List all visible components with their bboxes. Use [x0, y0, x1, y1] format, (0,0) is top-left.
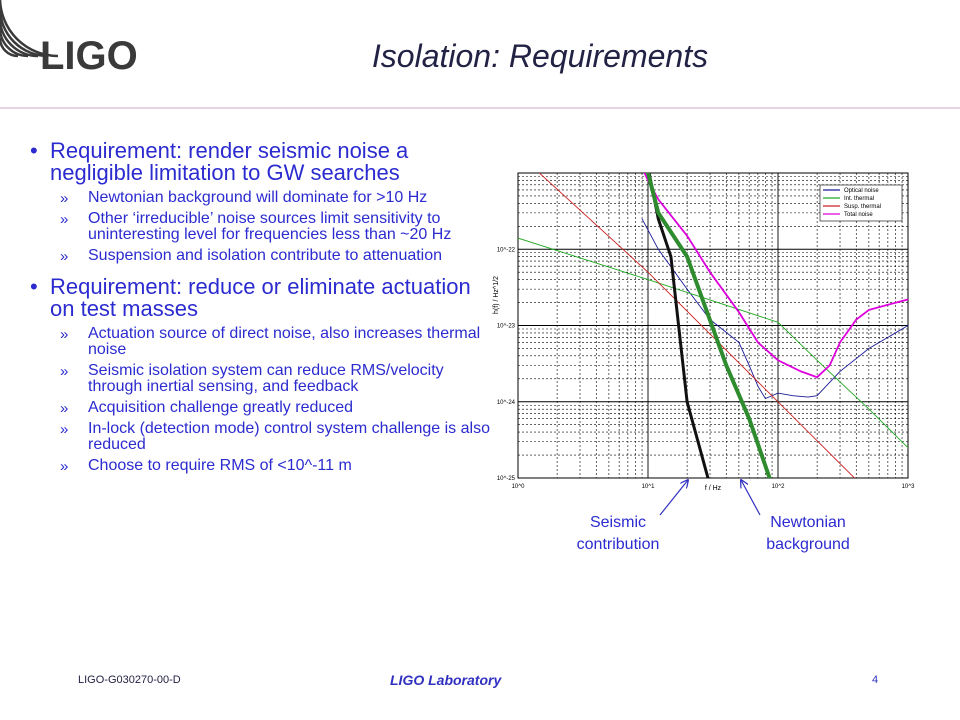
sub-bullet-marker: » [60, 190, 69, 207]
seismic-callout: Seismic contribution [576, 514, 660, 553]
y-tick-label: 10^-25 [497, 476, 516, 482]
series-line-1 [518, 237, 908, 449]
legend-box [819, 184, 903, 222]
sub-bullet-item: » In-lock (detection mode) control syste… [30, 421, 500, 453]
series-line-2 [538, 173, 856, 478]
sub-bullet-text: Seismic isolation system can reduce RMS/… [88, 362, 444, 395]
sub-bullet-marker: » [60, 421, 69, 438]
page-number: 4 [872, 674, 879, 686]
x-tick-label: 10^3 [902, 484, 915, 490]
y-axis-label: h(f) / Hz^1/2 [493, 276, 500, 314]
x-tick-label: 10^0 [512, 484, 525, 490]
bullet-marker: • [30, 274, 38, 299]
bullet-marker: • [30, 138, 38, 163]
footer-lab-name: LIGO Laboratory [390, 672, 502, 688]
title-divider [0, 107, 960, 109]
bullet-item: • Requirement: reduce or eliminate actua… [30, 274, 500, 321]
series-line-0 [641, 218, 908, 400]
ligo-logo-arcs [0, 0, 59, 58]
x-tick-label: 10^1 [642, 484, 655, 490]
x-tick-label: 10^2 [772, 484, 785, 490]
bullet-list: • Requirement: render seismic noise a ne… [30, 138, 500, 479]
sub-bullet-text: Choose to require RMS of <10^-11 m [88, 457, 352, 474]
y-tick-label: 10^-24 [497, 400, 516, 406]
series-line-3 [643, 173, 908, 379]
bullet-item: • Requirement: render seismic noise a ne… [30, 138, 500, 185]
newtonian-callout-arrow [741, 480, 761, 516]
x-axis-label: f / Hz [705, 485, 722, 492]
sub-bullet-item: » Newtonian background will dominate for… [30, 189, 500, 208]
sub-bullet-text: Suspension and isolation contribute to a… [88, 247, 443, 264]
sub-bullet-text: Other ‘irreducible’ noise sources limit … [88, 210, 452, 243]
y-tick-label: 10^-22 [497, 247, 516, 253]
legend-label: Total noise [844, 212, 873, 218]
sub-bullet-marker: » [60, 400, 69, 417]
sub-bullet-marker: » [60, 211, 69, 228]
sub-bullet-marker: » [60, 326, 69, 343]
bullet-text: Requirement: render seismic noise a negl… [50, 138, 409, 185]
series-line-5 [645, 173, 772, 478]
sub-bullet-marker: » [60, 363, 69, 380]
sub-bullet-item: » Seismic isolation system can reduce RM… [30, 363, 500, 395]
sub-bullet-text: In-lock (detection mode) control system … [88, 420, 490, 453]
sub-bullet-marker: » [60, 248, 69, 265]
newtonian-callout: Newtonian background [766, 514, 850, 553]
noise-curve-chart: 10^0 10^1 10^2 10^3 10^-22 10^-23 10^-24 10^-25… [493, 172, 915, 492]
slide-title: Isolation: Requirements [371, 38, 709, 74]
sub-bullet-item: » Acquisition challenge greatly reduced [30, 399, 500, 418]
bullet-text: Requirement: reduce or eliminate actuati… [50, 274, 471, 321]
legend-label: Optical noise [844, 188, 879, 194]
sub-bullet-item: » Choose to require RMS of <10^-11 m [30, 457, 500, 476]
sub-bullet-text: Newtonian background will dominate for >… [88, 189, 428, 206]
legend-label: Susp. thermal [844, 204, 881, 210]
seismic-callout-arrow [659, 480, 688, 516]
y-tick-label: 10^-23 [497, 324, 516, 330]
ligo-logo: LIGO [40, 34, 138, 78]
sub-bullet-text: Acquisition challenge greatly reduced [88, 399, 354, 416]
sub-bullet-text: Actuation source of direct noise, also i… [88, 325, 481, 358]
sub-bullet-item: » Suspension and isolation contribute to… [30, 247, 500, 266]
legend-label: Int. thermal [844, 196, 874, 202]
sub-bullet-item: » Actuation source of direct noise, also… [30, 326, 500, 358]
document-id: LIGO-G030270-00-D [78, 674, 181, 686]
sub-bullet-item: » Other ‘irreducible’ noise sources limi… [30, 211, 500, 243]
sub-bullet-marker: » [60, 458, 69, 475]
